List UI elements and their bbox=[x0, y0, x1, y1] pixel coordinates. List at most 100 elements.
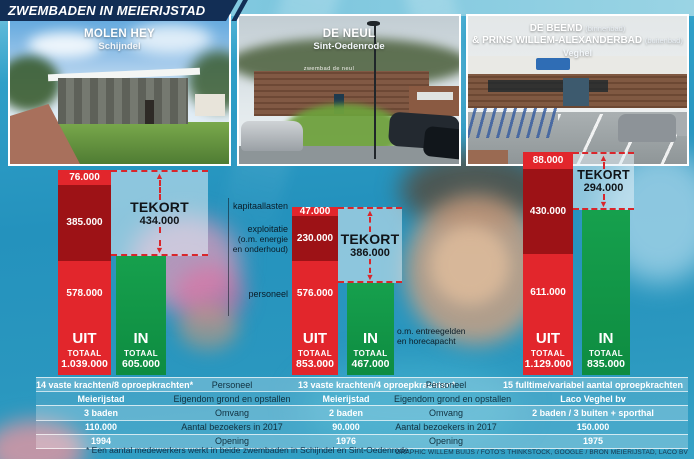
segment-exploitatie: 430.000 bbox=[523, 169, 573, 254]
row-label: Omvang bbox=[428, 407, 463, 418]
table-row: 110.000 Aantal bezoekers in 2017 90.000 … bbox=[36, 419, 688, 434]
swimmer-hand bbox=[178, 305, 238, 350]
segment-value: 611.000 bbox=[530, 287, 566, 298]
label-exploitatie-line: en onderhoud) bbox=[232, 244, 288, 254]
table-row: Meierijstad Eigendom grond en opstallen … bbox=[36, 391, 688, 406]
car-grey bbox=[618, 114, 676, 142]
title-banner: ZWEMBADEN IN MEIERIJSTAD bbox=[0, 0, 238, 21]
building-fascia bbox=[468, 56, 687, 74]
dashed-arrow-line bbox=[602, 193, 605, 200]
teal-glow bbox=[300, 360, 520, 450]
row-label: Aantal bezoekers in 2017 bbox=[181, 422, 283, 433]
cell-schijndel: 110.000 bbox=[84, 422, 118, 433]
photo-molen-hey: MOLEN HEY Schijndel bbox=[8, 14, 231, 166]
income-note-line: en horecapacht bbox=[397, 336, 456, 346]
tekort-label: TEKORT 386.000 bbox=[339, 231, 402, 259]
cell-schijndel: 14 vaste krachten/8 oproepkrachten* bbox=[36, 379, 194, 390]
pool-building bbox=[58, 78, 188, 124]
pool-name-tag: (buitenbad) bbox=[644, 36, 683, 45]
segment-value: 230.000 bbox=[296, 232, 334, 244]
tekort-box-de-beemd: ▲ TEKORT 294.000 ▼ bbox=[573, 152, 634, 210]
totaal-label: TOTAAL bbox=[67, 349, 102, 358]
photo-de-neul: zwembad de neul DE NEUL Sint-Oedenrode bbox=[237, 14, 461, 166]
segment-value: 47.000 bbox=[299, 205, 331, 217]
segment-value: 430.000 bbox=[529, 205, 567, 217]
row-label: Aantal bezoekers in 2017 bbox=[395, 422, 497, 433]
cloud bbox=[28, 32, 102, 58]
side-building bbox=[195, 94, 225, 116]
tekort-value: 386.000 bbox=[350, 246, 390, 259]
uit-total-value: 1.039.000 bbox=[61, 358, 108, 370]
building-sign-text: zwembad de neul bbox=[303, 66, 355, 72]
dashed-arrow-line bbox=[369, 217, 371, 232]
pool-name-line2: & PRINS WILLEM-ALEXANDERBAD (buitenbad) bbox=[468, 35, 687, 47]
arrow-up-icon: ▲ bbox=[365, 208, 375, 218]
arrow-down-icon: ▼ bbox=[365, 272, 375, 282]
cell-sint-oedenrode: 2 baden bbox=[328, 407, 363, 418]
uit-total-value: 1.129.000 bbox=[524, 358, 572, 370]
cell-veghel: 1975 bbox=[582, 436, 604, 447]
segment-value: 88.000 bbox=[532, 154, 564, 166]
cell-sint-oedenrode: 13 vaste krachten/4 oproepkrachten* bbox=[298, 379, 456, 390]
pool-name: & PRINS WILLEM-ALEXANDERBAD bbox=[472, 35, 643, 46]
label-exploitatie-line: (o.m. energie bbox=[237, 234, 288, 244]
pool-town: Sint-Oedenrode bbox=[313, 41, 385, 52]
tekort-box-de-neul: ▲ TEKORT 386.000 ▼ bbox=[338, 207, 402, 283]
label-kapitaallasten: kapitaallasten bbox=[232, 201, 288, 211]
in-bar-molen-hey: IN TOTAAL 605.000 bbox=[116, 256, 166, 375]
tekort-label: TEKORT 294.000 bbox=[575, 167, 632, 194]
row-label: Omvang bbox=[214, 407, 249, 418]
cell-schijndel: 1994 bbox=[90, 436, 112, 447]
segment-exploitatie: 385.000 bbox=[58, 185, 111, 261]
tekort-title: TEKORT bbox=[577, 167, 630, 182]
in-total-block: IN TOTAAL 605.000 bbox=[116, 331, 166, 375]
uit-bar-de-beemd: 88.000 430.000 611.000 UIT TOTAAL 1.129.… bbox=[523, 152, 573, 375]
segment-kapitaallasten: 88.000 bbox=[523, 152, 573, 169]
uit-label: UIT bbox=[535, 330, 561, 347]
cell-veghel: 150.000 bbox=[576, 422, 610, 433]
cost-labels-leader-line bbox=[228, 198, 229, 316]
pool-name: DE BEEMD bbox=[529, 23, 583, 34]
totaal-label: TOTAAL bbox=[297, 349, 333, 358]
dashed-arrow-line bbox=[158, 180, 161, 200]
row-label: Opening bbox=[214, 436, 250, 447]
in-bar-de-neul: IN TOTAAL 467.000 bbox=[347, 283, 394, 375]
uit-bar-de-neul: 47.000 230.000 576.000 UIT TOTAAL 853.00… bbox=[292, 205, 338, 375]
swimmer-face-highlight bbox=[430, 225, 510, 305]
photo-caption: MOLEN HEY Schijndel bbox=[10, 28, 229, 52]
row-label: Personeel bbox=[425, 379, 467, 390]
uit-bar-molen-hey: 76.000 385.000 578.000 UIT TOTAAL 1.039.… bbox=[58, 170, 111, 375]
credits: GRAPHIC WILLEM BUIJS / FOTO’S THINKSTOCK… bbox=[395, 449, 688, 456]
totaal-label: TOTAAL bbox=[530, 349, 566, 358]
windows bbox=[417, 92, 453, 100]
segment-value: 76.000 bbox=[69, 171, 100, 183]
label-personeel: personeel bbox=[248, 289, 288, 299]
totaal-label: TOTAAL bbox=[588, 349, 624, 358]
uit-total-block: UIT TOTAAL 853.000 bbox=[292, 331, 338, 375]
pool-name-line1: DE BEEMD (binnenbad) bbox=[468, 23, 687, 35]
pool-town: Veghel bbox=[562, 48, 592, 58]
window-strip bbox=[488, 80, 608, 92]
segment-personeel: 611.000 UIT TOTAAL 1.129.000 bbox=[523, 254, 573, 375]
lamppost bbox=[374, 24, 376, 159]
arrow-up-icon: ▲ bbox=[155, 171, 164, 181]
pool-town: Schijndel bbox=[98, 41, 141, 52]
red-pavement bbox=[468, 150, 508, 164]
page-title: ZWEMBADEN IN MEIERIJSTAD bbox=[8, 3, 206, 18]
uit-total-value: 853.000 bbox=[296, 358, 334, 370]
tekort-box-molen-hey: ▲ TEKORT 434.000 ▼ bbox=[111, 170, 208, 256]
photo-caption: DE BEEMD (binnenbad) & PRINS WILLEM-ALEX… bbox=[468, 23, 687, 58]
row-label: Eigendom grond en opstallen bbox=[173, 393, 291, 404]
cell-veghel: 2 baden / 3 buiten + sporthal bbox=[532, 407, 654, 418]
in-label: IN bbox=[363, 330, 378, 347]
in-bar-de-beemd: IN TOTAAL 835.000 bbox=[582, 210, 630, 375]
totaal-label: TOTAAL bbox=[353, 349, 388, 358]
tekort-value: 294.000 bbox=[583, 181, 624, 194]
label-exploitatie: exploitatie (o.m. energie en onderhoud) bbox=[198, 224, 288, 254]
totaal-label: TOTAAL bbox=[123, 349, 159, 358]
cell-veghel: Laco Veghel bv bbox=[560, 393, 626, 404]
cell-sint-oedenrode: 90.000 bbox=[332, 422, 360, 433]
cell-schijndel: 3 baden bbox=[83, 407, 118, 418]
table-row: 1994 Opening 1976 Opening 1975 bbox=[36, 433, 688, 449]
cell-sint-oedenrode: Meierijstad bbox=[322, 393, 370, 404]
